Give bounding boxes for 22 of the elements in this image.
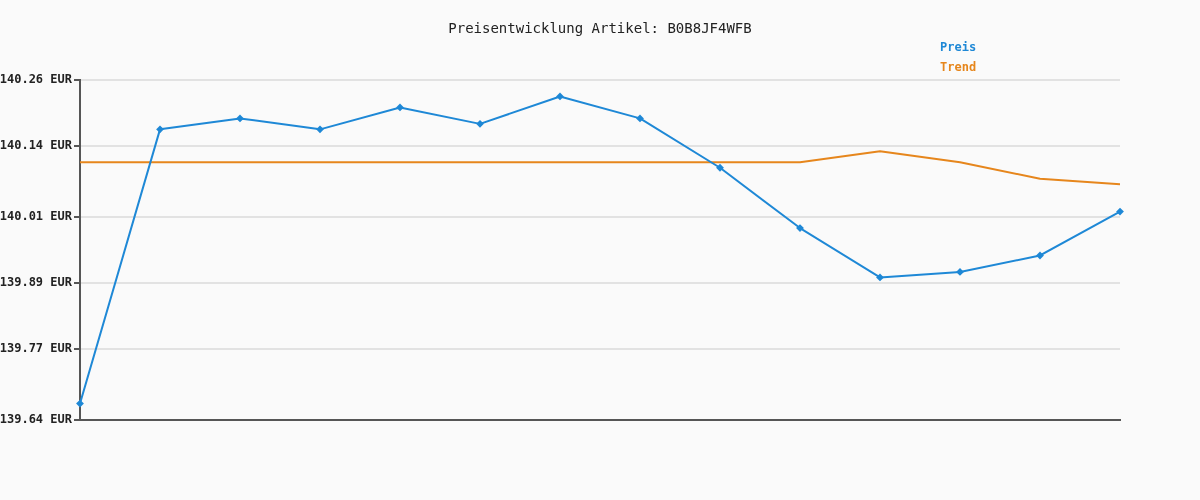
point [956,268,964,276]
y-tick-label: 140.14 EUR [0,137,73,152]
text: Preis [940,40,977,56]
y-tick-label: 139.77 EUR [0,340,73,355]
point [716,164,724,172]
point [556,92,564,100]
y-tick-label: 140.01 EUR [0,209,73,224]
point [316,125,324,133]
point [636,114,644,122]
chart-title: Preisentwicklung Artikel: B0B8JF4WFB [447,20,753,36]
y-tick-label: 140.26 EUR [0,72,73,87]
point [396,103,404,111]
y-tick-label: 139.64 EUR [0,412,73,427]
text: Trend [940,60,977,76]
point [876,273,884,281]
y-tick-label: 139.89 EUR [0,275,73,290]
point [156,125,164,133]
point [236,114,244,122]
point [476,120,484,128]
point [1036,251,1044,259]
point [1116,208,1124,216]
point [76,400,84,408]
